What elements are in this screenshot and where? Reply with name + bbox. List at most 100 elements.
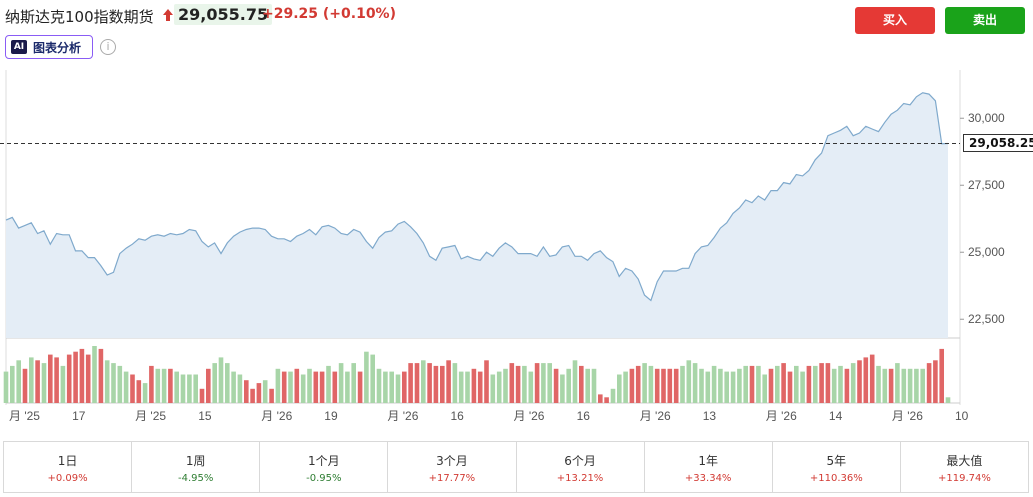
volume-bar bbox=[383, 371, 388, 403]
volume-bar bbox=[262, 380, 268, 403]
volume-bar bbox=[794, 365, 799, 403]
volume-bar bbox=[300, 374, 306, 403]
period-tab-0[interactable]: 1日 +0.09% bbox=[4, 442, 133, 492]
volume-bar bbox=[566, 368, 571, 403]
volume-bar bbox=[876, 365, 881, 403]
volume-bar bbox=[465, 371, 470, 403]
volume-bar bbox=[60, 365, 66, 403]
volume-bar bbox=[541, 363, 546, 403]
volume-bar bbox=[933, 360, 938, 404]
volume-bar bbox=[844, 368, 850, 403]
period-tab-2[interactable]: 1个月 -0.95% bbox=[260, 442, 389, 492]
x-tick-label: 16 bbox=[451, 409, 465, 423]
volume-bar bbox=[560, 374, 565, 403]
period-name: 1日 bbox=[57, 454, 78, 468]
volume-bar bbox=[553, 368, 559, 403]
volume-bar bbox=[357, 371, 363, 403]
y-tick-label: 27,500 bbox=[968, 178, 1005, 192]
volume-bar bbox=[756, 365, 761, 403]
volume-bar bbox=[22, 368, 28, 403]
volume-bar bbox=[66, 354, 72, 403]
volume-bar bbox=[73, 351, 78, 403]
sell-button[interactable]: 卖出 bbox=[945, 7, 1025, 34]
volume-bar bbox=[629, 368, 635, 403]
volume-bar bbox=[123, 371, 129, 403]
volume-bar bbox=[414, 363, 420, 403]
volume-bar bbox=[730, 371, 736, 403]
period-tab-3[interactable]: 3个月 +17.77% bbox=[388, 442, 517, 492]
y-tick-label: 30,000 bbox=[968, 111, 1005, 125]
volume-bar bbox=[345, 371, 350, 403]
volume-bar bbox=[692, 363, 698, 403]
volume-bar bbox=[528, 371, 534, 403]
volume-bar bbox=[332, 371, 338, 403]
volume-bar bbox=[705, 371, 711, 403]
volume-bar bbox=[193, 374, 198, 403]
volume-bar bbox=[895, 363, 900, 403]
volume-bar bbox=[313, 371, 319, 403]
period-tab-4[interactable]: 6个月 +13.21% bbox=[517, 442, 645, 492]
volume-bar bbox=[939, 348, 944, 403]
period-change: +33.34% bbox=[684, 473, 732, 484]
volume-bar bbox=[534, 363, 540, 403]
price-chart[interactable]: 30,000 27,500 25,000 22,500 月 '25 17 月 '25 15 月 … bbox=[0, 70, 1033, 430]
period-tab-7[interactable]: 最大值 +119.74% bbox=[901, 442, 1028, 492]
volume-bar bbox=[35, 360, 40, 404]
volume-bar bbox=[16, 360, 21, 404]
volume-bar bbox=[389, 371, 394, 403]
volume-bar bbox=[48, 354, 53, 403]
volume-bar bbox=[591, 368, 597, 403]
period-change: +119.74% bbox=[938, 473, 991, 484]
x-tick-label: 月 '26 bbox=[261, 409, 292, 423]
buy-button[interactable]: 买入 bbox=[855, 7, 935, 34]
volume-bar bbox=[218, 357, 224, 403]
volume-bar bbox=[408, 363, 413, 403]
volume-bar bbox=[661, 368, 666, 403]
volume-bar bbox=[768, 368, 774, 403]
period-change: +17.77% bbox=[428, 473, 476, 484]
x-tick-label: 月 '26 bbox=[514, 409, 545, 423]
volume-bar bbox=[635, 365, 641, 403]
x-tick-label: 月 '26 bbox=[766, 409, 797, 423]
period-tab-1[interactable]: 1周 -4.95% bbox=[132, 442, 261, 492]
x-tick-label: 14 bbox=[829, 409, 843, 423]
volume-bar bbox=[440, 365, 445, 403]
period-change: +110.36% bbox=[809, 473, 863, 484]
volume-bar bbox=[850, 363, 856, 403]
volume-bar bbox=[338, 363, 344, 403]
x-tick-label: 10 bbox=[955, 409, 969, 423]
volume-bar bbox=[623, 371, 628, 403]
volume-bar bbox=[256, 383, 262, 403]
x-tick-label: 月 '26 bbox=[640, 409, 671, 423]
volume-bar bbox=[161, 368, 167, 403]
volume-bar bbox=[471, 368, 477, 403]
volume-bar bbox=[10, 365, 15, 403]
volume-bar bbox=[598, 394, 603, 403]
volume-bar bbox=[819, 363, 824, 403]
volume-bar bbox=[572, 360, 578, 404]
chart-analysis-button[interactable]: AI 图表分析 bbox=[5, 35, 93, 59]
volume-bar bbox=[711, 365, 717, 403]
volume-bar bbox=[673, 368, 679, 403]
volume-bar bbox=[610, 388, 616, 404]
volume-bar bbox=[149, 365, 154, 403]
instrument-title: 纳斯达克100指数期货 bbox=[5, 8, 154, 26]
info-icon[interactable]: i bbox=[100, 39, 116, 55]
volume-bar bbox=[92, 346, 97, 403]
period-change: -4.95% bbox=[177, 473, 214, 484]
chart-canvas[interactable]: 30,000 27,500 25,000 22,500 月 '25 17 月 '25 15 月 … bbox=[0, 70, 1033, 430]
volume-bar bbox=[813, 365, 818, 403]
volume-bar bbox=[212, 363, 217, 403]
volume-bar bbox=[515, 365, 521, 403]
volume-bar bbox=[604, 397, 609, 403]
volume-bar bbox=[617, 374, 622, 403]
current-price-tag: 29,058.25 bbox=[963, 134, 1033, 153]
volume-bar bbox=[642, 363, 647, 403]
volume-bar bbox=[117, 365, 123, 403]
period-tab-6[interactable]: 5年 +110.36% bbox=[773, 442, 901, 492]
volume-bar bbox=[857, 360, 862, 404]
volume-bar bbox=[825, 363, 831, 403]
header: 纳斯达克100指数期货 29,055.75 +29.25 (+0.10%) 买入… bbox=[0, 0, 1033, 70]
period-tab-5[interactable]: 1年 +33.34% bbox=[645, 442, 773, 492]
volume-bar bbox=[920, 368, 925, 403]
